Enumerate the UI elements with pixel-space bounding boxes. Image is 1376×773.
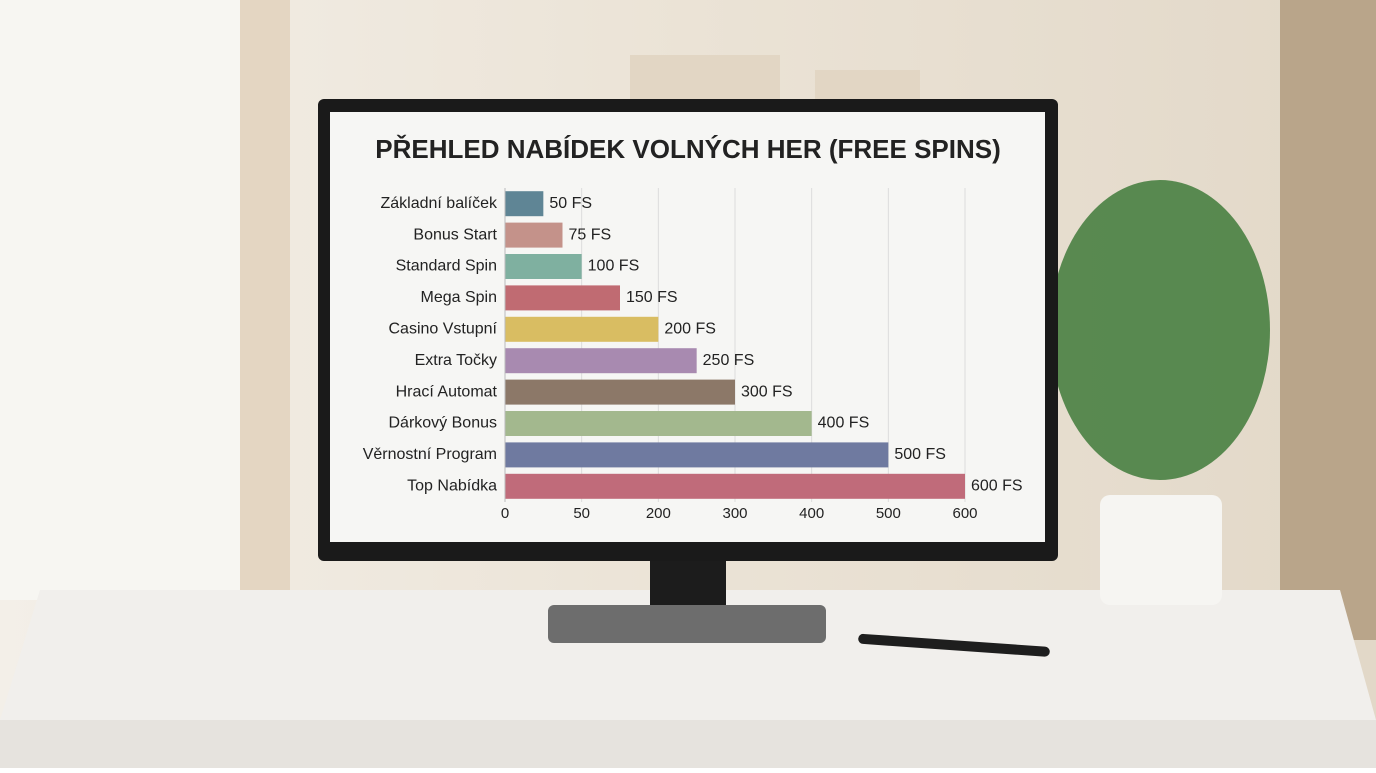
x-tick-label: 0	[501, 505, 509, 522]
desk-top	[0, 590, 1376, 720]
value-label: 150 FS	[626, 289, 678, 306]
bar	[505, 191, 544, 217]
x-tick-label: 50	[573, 505, 590, 522]
plant-pot	[1100, 495, 1222, 605]
value-label: 300 FS	[741, 383, 793, 400]
bar	[505, 222, 563, 248]
bar	[505, 442, 889, 468]
value-label: 400 FS	[818, 415, 870, 432]
bar	[505, 254, 582, 279]
x-tick-label: 400	[799, 505, 824, 522]
screen	[330, 112, 1045, 542]
bar	[505, 285, 620, 311]
value-label: 250 FS	[703, 352, 755, 369]
y-tick-label: Mega Spin	[421, 289, 498, 306]
y-tick-label: Základní balíček	[380, 195, 498, 212]
y-tick-label: Top Nabídka	[407, 478, 497, 495]
y-tick-label: Standard Spin	[396, 258, 497, 275]
value-label: 100 FS	[588, 258, 640, 275]
desk-front	[0, 720, 1376, 768]
x-tick-label: 600	[952, 505, 977, 522]
bar	[505, 473, 965, 499]
x-tick-label: 500	[876, 505, 901, 522]
y-tick-label: Bonus Start	[413, 226, 497, 243]
plot: 0 50 200 300 400 500 600 Základní balíček 50 FS B…	[363, 188, 1023, 522]
value-label: 600 FS	[971, 478, 1023, 495]
value-label: 200 FS	[664, 321, 716, 338]
value-label: 50 FS	[549, 195, 592, 212]
value-label: 500 FS	[894, 446, 946, 463]
pen	[858, 633, 1050, 657]
bar	[505, 411, 812, 436]
bookshelf	[1280, 0, 1376, 640]
y-tick-label: Hrací Automat	[396, 383, 498, 400]
monitor-base	[548, 605, 826, 643]
curtain	[240, 0, 290, 600]
frame	[815, 70, 920, 100]
bar	[505, 348, 697, 374]
frame	[630, 55, 780, 100]
y-tick-label: Věrnostní Program	[363, 446, 497, 463]
x-tick-label: 200	[646, 505, 671, 522]
y-tick-label: Extra Točky	[415, 352, 497, 369]
y-tick-label: Casino Vstupní	[388, 321, 497, 338]
plant	[1050, 180, 1270, 480]
y-tick-label: Dárkový Bonus	[389, 415, 498, 432]
window	[0, 0, 240, 600]
bar	[505, 316, 659, 342]
bar	[505, 379, 735, 405]
x-tick-label: 300	[722, 505, 747, 522]
value-label: 75 FS	[569, 226, 612, 243]
chart-title: PŘEHLED NABÍDEK VOLNÝCH HER (FREE SPINS)	[375, 134, 1001, 164]
